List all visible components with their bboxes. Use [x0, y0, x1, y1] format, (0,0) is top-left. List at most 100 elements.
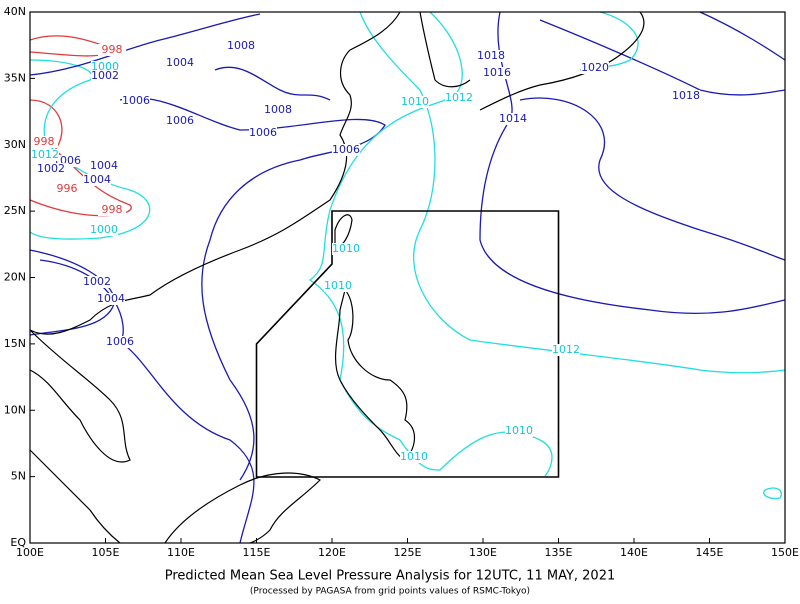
label-bg — [483, 67, 511, 79]
isobar-label: 1014 — [499, 112, 527, 125]
isobar — [214, 66, 331, 101]
label-bg — [505, 425, 533, 437]
label-bg — [91, 70, 119, 82]
lon-tick-label: 120E — [318, 546, 346, 559]
label-bg — [122, 95, 150, 107]
isobar-label: 1006 — [249, 126, 277, 139]
label-bg — [249, 127, 277, 139]
isobar-label: 1004 — [166, 56, 194, 69]
isobar — [519, 97, 786, 261]
label-bg — [90, 160, 118, 172]
isobar-label: 1012 — [31, 148, 59, 161]
isobar-label: 1008 — [227, 39, 255, 52]
subtitle: (Processed by PAGASA from grid points va… — [250, 587, 530, 597]
isobar-label: 1000 — [90, 223, 118, 236]
coastline — [419, 11, 471, 88]
lon-tick-label: 130E — [469, 546, 497, 559]
lat-tick-label: 40N — [4, 5, 26, 18]
isobar-label: 1012 — [445, 91, 473, 104]
lat-tick-label: 15N — [4, 337, 26, 350]
lat-tick-label: 20N — [4, 271, 26, 284]
coastline — [29, 449, 121, 544]
isobar-label: 1008 — [264, 103, 292, 116]
label-bg — [581, 62, 609, 74]
isobar-label: 1020 — [581, 61, 609, 74]
label-bg — [672, 90, 700, 102]
par-boundary — [255, 210, 560, 478]
label-bg — [499, 113, 527, 125]
isobar — [539, 19, 786, 96]
lon-tick-label: 110E — [167, 546, 195, 559]
lon-tick-label: 150E — [771, 546, 799, 559]
isobar-label: 1004 — [97, 292, 125, 305]
isobar-label: 1016 — [483, 66, 511, 79]
coastline — [164, 472, 322, 544]
label-bg — [332, 243, 360, 255]
label-bg — [83, 276, 111, 288]
lon-tick-label: 100E — [16, 546, 44, 559]
lat-tick-label: 35N — [4, 71, 26, 84]
lat-tick-label: EQ — [10, 536, 26, 549]
coastlines — [29, 11, 645, 544]
isobar — [479, 11, 786, 315]
isobar — [763, 487, 782, 500]
label-bg — [98, 44, 126, 56]
label-bg — [31, 149, 59, 161]
isobar-label: 1018 — [672, 89, 700, 102]
lat-tick-label: 25N — [4, 204, 26, 217]
isobar-label: 1006 — [332, 143, 360, 156]
label-bg — [97, 293, 125, 305]
isobar-label: 1000 — [91, 60, 119, 73]
isobar-label: 1012 — [552, 343, 580, 356]
title: Predicted Mean Sea Level Pressure Analys… — [165, 569, 616, 584]
label-bg — [264, 104, 292, 116]
isobar — [119, 97, 386, 481]
lon-tick-label: 140E — [620, 546, 648, 559]
isobar-label: 998 — [34, 135, 55, 148]
lat-tick-label: 30N — [4, 138, 26, 151]
coastline — [29, 329, 131, 463]
isobar-label: 998 — [102, 203, 123, 216]
label-bg — [166, 115, 194, 127]
label-bg — [106, 336, 134, 348]
isobar-label: 1010 — [400, 450, 428, 463]
coastline — [29, 11, 401, 335]
label-bg — [324, 280, 352, 292]
isobar-label: 1006 — [106, 335, 134, 348]
label-bg — [401, 96, 429, 108]
label-bg — [227, 40, 255, 52]
label-bg — [98, 204, 126, 216]
lat-tick-label: 10N — [4, 403, 26, 416]
label-bg — [30, 136, 58, 148]
label-bg — [37, 163, 65, 175]
label-bg — [445, 92, 473, 104]
label-bg — [477, 50, 505, 62]
isobar-label: 998 — [102, 43, 123, 56]
label-bg — [90, 224, 118, 236]
map-frame — [29, 11, 786, 544]
isobar-label: 1018 — [477, 49, 505, 62]
coastline — [334, 288, 415, 461]
isobar-label: 1010 — [332, 242, 360, 255]
isobar-label: 1002 — [83, 275, 111, 288]
label-bg — [53, 183, 81, 195]
label-bg — [166, 57, 194, 69]
isobar — [29, 13, 261, 76]
isobar-label: 1006 — [166, 114, 194, 127]
label-bg — [83, 174, 111, 186]
label-bg — [332, 144, 360, 156]
lon-tick-label: 105E — [92, 546, 120, 559]
isobar-label: 1010 — [401, 95, 429, 108]
isobar — [359, 11, 786, 374]
isobar-label: 1002 — [91, 69, 119, 82]
lon-tick-label: 125E — [394, 546, 422, 559]
isobar — [39, 259, 255, 544]
isobar — [699, 11, 786, 61]
lon-tick-label: 115E — [243, 546, 271, 559]
label-bg — [552, 344, 580, 356]
isobar-label: 1004 — [83, 173, 111, 186]
isobar-label: 1010 — [505, 424, 533, 437]
isobar-label: 1004 — [90, 159, 118, 172]
coastline — [479, 11, 645, 111]
